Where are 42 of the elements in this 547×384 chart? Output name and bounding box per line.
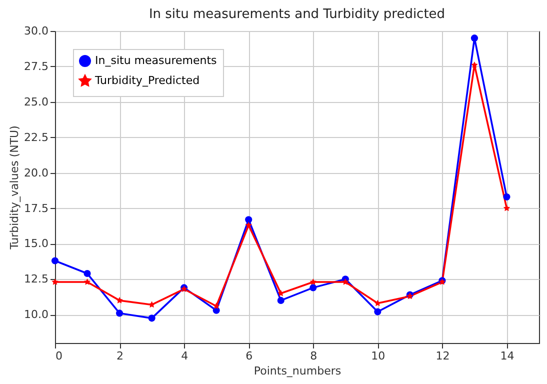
point xyxy=(148,301,156,308)
legend-label: Turbidity_Predicted xyxy=(94,74,200,87)
point xyxy=(342,278,349,285)
point xyxy=(310,284,317,292)
point xyxy=(245,216,252,224)
point xyxy=(116,296,123,304)
x-tick-label: 12 xyxy=(436,350,450,362)
y-tick-label: 10.0 xyxy=(24,308,48,322)
x-tick-label: 8 xyxy=(310,350,318,362)
x-axis-title: Points_numbers xyxy=(254,364,342,378)
point xyxy=(84,270,91,278)
y-tick-label: 15.0 xyxy=(24,237,48,250)
point xyxy=(116,310,124,317)
y-tick-label: 27.5 xyxy=(24,60,48,73)
y-axis-title: Turbidity_values (NTU) xyxy=(8,126,22,250)
point xyxy=(471,62,478,68)
x-tick-label: 6 xyxy=(246,350,253,362)
point xyxy=(84,278,91,285)
point xyxy=(374,308,382,316)
point xyxy=(503,193,510,200)
point xyxy=(470,34,478,42)
y-tick-label: 12.5 xyxy=(24,272,48,286)
x-tick-label: 14 xyxy=(500,350,514,362)
point xyxy=(310,278,316,285)
point xyxy=(245,222,252,228)
point xyxy=(148,314,156,322)
point xyxy=(212,302,220,309)
y-tick-label: 17.5 xyxy=(24,202,48,215)
y-tick-label: 20.0 xyxy=(24,166,48,180)
x-tick-label: 2 xyxy=(116,350,124,362)
x-tick-label: 0 xyxy=(56,350,62,362)
y-tick-label: 22.5 xyxy=(24,130,48,144)
point xyxy=(503,204,510,212)
legend-label: In_situ measurements xyxy=(95,54,218,67)
x-tick-label: 10 xyxy=(371,350,386,362)
point xyxy=(277,296,284,304)
x-tick-label: 4 xyxy=(181,350,188,362)
point xyxy=(52,278,58,285)
y-tick-label: 25.0 xyxy=(24,95,48,108)
point xyxy=(51,257,59,264)
chart-title: In situ measurements and Turbidity predicted xyxy=(148,7,446,22)
y-tick-label: 30.0 xyxy=(24,24,48,38)
